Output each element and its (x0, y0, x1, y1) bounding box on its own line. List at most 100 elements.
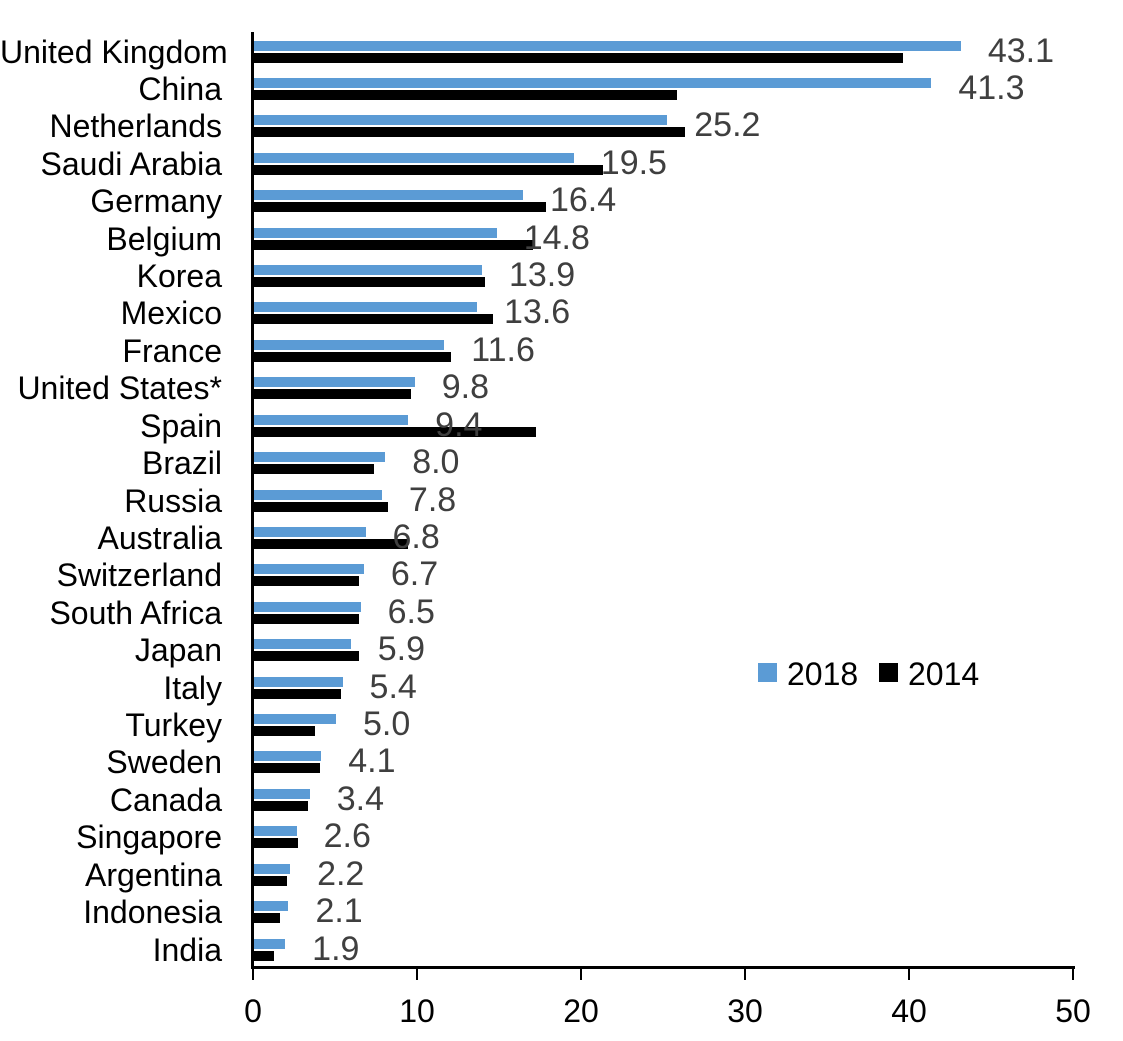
legend-label-2018: 2018 (787, 656, 859, 692)
legend-swatch-2014 (879, 663, 898, 682)
value-label-brazil: 8.0 (412, 443, 460, 482)
bar-2014-united-states (254, 389, 412, 400)
value-label-canada: 3.4 (336, 779, 385, 818)
bar-2018-sweden (254, 751, 322, 762)
bar-2018-argentina (254, 863, 291, 874)
category-label-turkey: Turkey (125, 707, 222, 744)
bar-2014-france (254, 351, 451, 362)
value-label-sweden: 4.1 (348, 742, 396, 781)
bar-2018-japan (254, 639, 351, 650)
bar-2018-india (254, 938, 286, 949)
value-label-india: 1.9 (312, 929, 360, 968)
x-tick-label-0: 0 (244, 993, 262, 1029)
category-label-australia: Australia (97, 519, 223, 556)
category-label-sweden: Sweden (106, 744, 222, 781)
bar-2014-germany (254, 202, 546, 213)
bar-2014-china (254, 89, 678, 100)
value-label-belgium: 14.8 (523, 218, 590, 257)
value-label-china: 41.3 (958, 68, 1025, 107)
value-label-argentina: 2.2 (317, 854, 365, 893)
bar-2018-switzerland (254, 564, 364, 575)
bar-2014-switzerland (254, 576, 359, 587)
x-axis-line (251, 966, 1075, 969)
bar-2018-russia (254, 489, 382, 500)
x-tick-label-40: 40 (891, 993, 927, 1029)
bar-2014-netherlands (254, 127, 686, 138)
bar-2018-brazil (254, 452, 386, 463)
bar-2018-indonesia (254, 901, 289, 912)
value-label-indonesia: 2.1 (315, 892, 363, 931)
category-label-italy: Italy (163, 669, 222, 706)
category-label-saudi-arabia: Saudi Arabia (40, 145, 222, 182)
category-label-netherlands: Netherlands (49, 108, 222, 145)
legend-swatch-2018 (758, 663, 777, 682)
bar-2014-south-africa (254, 613, 359, 624)
value-label-australia: 6.8 (392, 517, 440, 556)
bar-2018-singapore (254, 826, 297, 837)
legend-label-2014: 2014 (908, 656, 980, 692)
value-label-netherlands: 25.2 (694, 106, 761, 145)
category-label-brazil: Brazil (141, 445, 222, 482)
bar-2014-russia (254, 501, 389, 512)
bar-2014-italy (254, 688, 341, 699)
value-label-turkey: 5.0 (363, 705, 411, 744)
bar-2018-mexico (254, 302, 478, 313)
x-tick-40 (908, 969, 910, 980)
category-label-india: India (152, 931, 222, 968)
bar-2018-spain (254, 414, 409, 425)
bar-2018-korea (254, 265, 482, 276)
bar-2018-canada (254, 788, 310, 799)
value-label-korea: 13.9 (508, 256, 576, 295)
value-label-united-kingdom: 43.1 (987, 31, 1055, 70)
value-label-mexico: 13.6 (504, 293, 571, 332)
bar-2018-australia (254, 526, 366, 537)
category-label-china: China (138, 70, 222, 107)
bar-2014-mexico (254, 314, 494, 325)
bar-2014-brazil (254, 464, 374, 475)
category-label-indonesia: Indonesia (83, 894, 222, 931)
bar-2014-australia (254, 538, 409, 549)
bar-2014-argentina (254, 875, 287, 886)
bar-2014-united-kingdom (254, 52, 904, 63)
category-label-russia: Russia (124, 482, 222, 519)
category-label-japan: Japan (134, 632, 222, 669)
bar-2018-belgium (254, 227, 497, 238)
bar-2014-sweden (254, 763, 320, 774)
category-label-korea: Korea (136, 258, 222, 295)
bar-2014-canada (254, 800, 309, 811)
category-label-mexico: Mexico (120, 295, 222, 332)
bar-2018-united-kingdom (254, 40, 961, 51)
value-label-switzerland: 6.7 (390, 555, 439, 594)
value-label-singapore: 2.6 (323, 817, 371, 856)
category-label-switzerland: Switzerland (56, 557, 222, 594)
bar-2018-italy (254, 676, 343, 687)
bar-2018-south-africa (254, 601, 361, 612)
x-tick-50 (1072, 969, 1074, 980)
bar-2014-spain (254, 426, 537, 437)
category-label-south-africa: South Africa (49, 594, 222, 631)
value-label-russia: 7.8 (408, 480, 457, 519)
value-label-saudi-arabia: 19.5 (600, 143, 667, 182)
category-label-argentina: Argentina (85, 856, 222, 893)
category-label-canada: Canada (109, 781, 222, 818)
category-label-united-kingdom: United Kingdom (0, 33, 228, 70)
value-label-united-states: 9.8 (441, 368, 489, 407)
category-label-france: France (122, 332, 222, 369)
y-axis-line (251, 32, 254, 969)
value-label-france: 11.6 (471, 330, 535, 369)
x-tick-label-10: 10 (399, 993, 435, 1029)
x-tick-label-20: 20 (563, 993, 599, 1029)
bar-2014-korea (254, 277, 486, 288)
bar-2014-turkey (254, 726, 315, 737)
category-label-belgium: Belgium (106, 220, 222, 257)
bar-2018-turkey (254, 714, 336, 725)
x-tick-10 (416, 969, 418, 980)
bar-2018-france (254, 339, 445, 350)
bar-2014-india (254, 950, 274, 961)
value-label-japan: 5.9 (377, 630, 426, 669)
bar-2018-germany (254, 190, 523, 201)
value-label-italy: 5.4 (369, 667, 417, 706)
bar-2014-singapore (254, 838, 299, 849)
category-label-germany: Germany (90, 183, 222, 220)
